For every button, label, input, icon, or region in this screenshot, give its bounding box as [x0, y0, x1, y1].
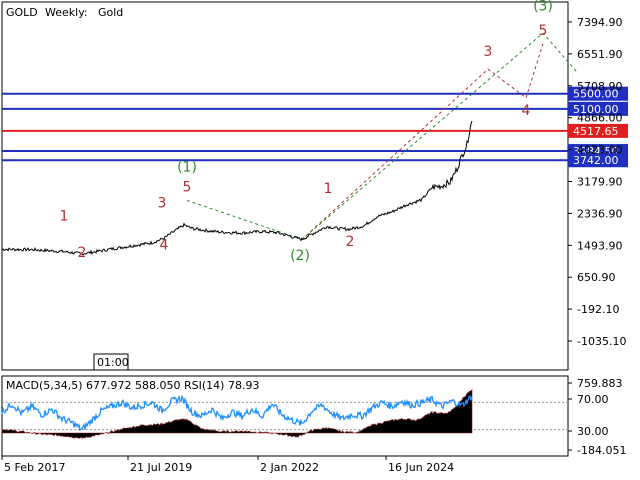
level-label-box [568, 153, 628, 168]
indicator-series [1, 388, 568, 440]
level-label: 3742.00 [573, 154, 619, 167]
price-tick-label: 4023.00 [577, 144, 623, 157]
wave-label: 3 [158, 196, 167, 212]
forecast-paths [186, 32, 578, 240]
wave-label: (2) [290, 248, 310, 264]
indicator-tick-label: -184.051 [577, 444, 626, 457]
chart-title-symbol: GOLD [6, 6, 38, 19]
time-tick-label: 2 Jan 2022 [260, 461, 319, 474]
wave-label: 3 [484, 44, 493, 60]
wave-label: (1) [177, 159, 197, 175]
indicator-tick-label: 759.883 [577, 377, 623, 390]
price-tick-label: 3179.90 [577, 176, 623, 189]
wave-label: 5 [539, 23, 548, 39]
price-line [1, 120, 473, 256]
price-tick-label: 4866.00 [577, 112, 623, 125]
time-tick-label: 16 Jun 2024 [388, 461, 454, 474]
indicator-axis: 759.883 70.00 30.00 -184.051 [568, 377, 626, 457]
level-label: 4517.65 [573, 125, 619, 138]
price-tick-label: 7394.90 [577, 16, 623, 29]
rsi-line [1, 394, 473, 432]
time-marker-box [93, 353, 129, 371]
price-tick-label: 2336.90 [577, 207, 623, 220]
level-label-box [568, 86, 628, 101]
time-tick-label: 5 Feb 2017 [4, 461, 65, 474]
chart-title-description: Gold [98, 6, 123, 19]
wave-label: 4 [522, 103, 531, 119]
time-marker[interactable]: 01:00 [93, 353, 129, 371]
level-label: 5100.00 [573, 103, 619, 116]
wave-label: 2 [78, 245, 87, 261]
price-tick-label: -1035.10 [577, 335, 626, 348]
indicator-tick-label: 70.00 [577, 393, 609, 406]
time-axis: 5 Feb 2017 21 Jul 2019 2 Jan 2022 16 Jun 20… [1, 456, 454, 474]
price-tick-label: 1493.90 [577, 239, 623, 252]
indicator-title: MACD(5,34,5) 677.972 588.050 RSI(14) 78.… [6, 379, 259, 392]
time-marker-label: 01:00 [97, 356, 129, 369]
forecast-path [186, 32, 578, 240]
macd-histogram [1, 388, 473, 440]
level-label: 5500.00 [573, 88, 619, 101]
wave-label: 2 [346, 234, 355, 250]
price-tick-label: 650.90 [577, 271, 616, 284]
wave-label: (3) [533, 0, 553, 14]
wave-label: 4 [160, 238, 169, 254]
chart-title-timeframe: Weekly: [45, 6, 88, 19]
price-series [1, 120, 473, 256]
price-tick-label: 6551.90 [577, 48, 623, 61]
forecast-path [301, 43, 544, 240]
level-label-box [568, 123, 628, 138]
main-chart-panel[interactable] [1, 1, 569, 371]
wave-label: 1 [324, 181, 333, 197]
wave-label: 1 [60, 208, 69, 224]
level-label-box [568, 101, 628, 116]
price-axis: 7394.90 6551.90 5708.90 4866.00 4023.00 3179.… [568, 16, 626, 348]
price-tick-label: 5708.90 [577, 80, 623, 93]
indicator-tick-label: 30.00 [577, 425, 609, 438]
wave-labels: 1 2 3 4 5 (1) 1 (2) 2 3 4 5 (3) [60, 0, 553, 264]
price-tick-label: -192.10 [577, 303, 619, 316]
wave-label: 5 [183, 179, 192, 195]
time-tick-label: 21 Jul 2019 [130, 461, 192, 474]
